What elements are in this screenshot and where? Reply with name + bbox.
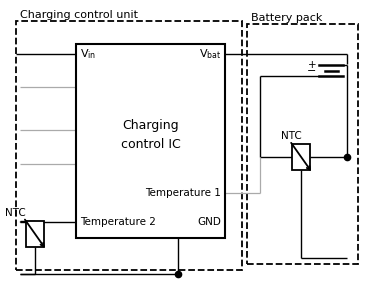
Text: NTC: NTC xyxy=(5,208,26,218)
Bar xyxy=(292,144,310,170)
Text: −: − xyxy=(307,66,316,76)
Text: $\mathdefault{V_{in}}$: $\mathdefault{V_{in}}$ xyxy=(81,47,97,61)
Text: $\mathdefault{V_{bat}}$: $\mathdefault{V_{bat}}$ xyxy=(199,47,221,61)
Text: Battery pack: Battery pack xyxy=(251,13,322,23)
Text: Charging control unit: Charging control unit xyxy=(20,10,138,20)
Text: NTC: NTC xyxy=(281,131,302,141)
Text: Charging
control IC: Charging control IC xyxy=(121,119,181,151)
Text: Temperature 2: Temperature 2 xyxy=(81,217,157,227)
Text: Temperature 1: Temperature 1 xyxy=(145,188,221,198)
Bar xyxy=(26,221,44,247)
Text: GND: GND xyxy=(197,217,221,227)
Bar xyxy=(247,24,359,264)
Bar xyxy=(16,21,242,270)
Bar xyxy=(76,44,225,238)
Text: +: + xyxy=(308,60,316,70)
